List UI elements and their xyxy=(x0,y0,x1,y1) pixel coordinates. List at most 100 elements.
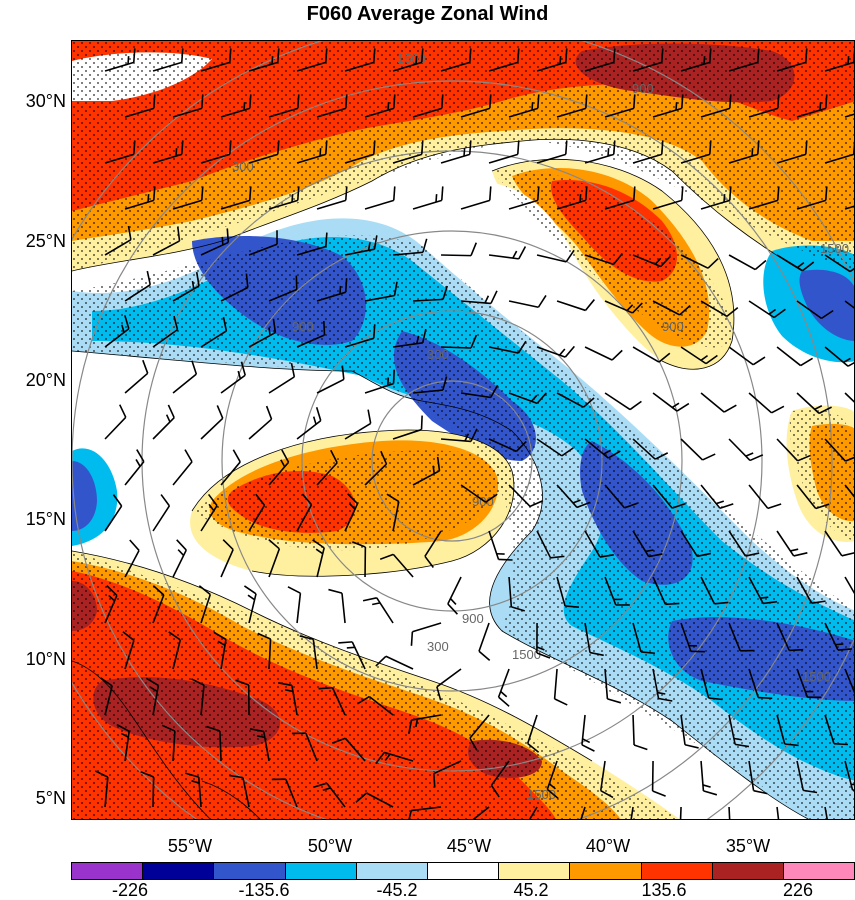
wind-barb xyxy=(844,668,854,694)
wind-barb xyxy=(296,48,328,72)
wind-barb xyxy=(328,588,346,624)
range-ring-2 xyxy=(301,310,603,612)
ring-labels: 300 900 1500 300 900 1500 900 300 900 1500 1500 150… xyxy=(232,51,849,802)
wind-barb xyxy=(824,48,854,72)
wind-barb xyxy=(728,714,750,748)
wind-barb xyxy=(508,94,540,118)
wind-barb xyxy=(200,48,232,72)
wind-barb xyxy=(316,186,348,210)
wind-barb xyxy=(268,186,300,210)
wind-barb xyxy=(776,48,808,72)
wind-barb xyxy=(700,300,739,318)
wind-barb xyxy=(355,792,394,808)
colorbar-swatch-6 xyxy=(499,863,571,879)
wind-barb xyxy=(172,539,187,578)
wind-barb xyxy=(824,140,854,164)
colorbar-label-0: -226 xyxy=(111,880,149,900)
wind-barb xyxy=(206,725,222,762)
wind-barb xyxy=(220,449,241,486)
wind-barb xyxy=(796,300,834,320)
wind-barb xyxy=(316,365,345,394)
wind-barb xyxy=(356,695,394,716)
fill-blue-core-ne-dark xyxy=(799,269,854,341)
wind-barb xyxy=(432,760,462,788)
wind-barb xyxy=(824,806,828,819)
wind-barb xyxy=(152,140,184,164)
stipple-overlay xyxy=(72,41,854,819)
wind-barb xyxy=(553,668,568,706)
wind-barb xyxy=(488,530,513,561)
wind-barb xyxy=(318,686,346,716)
wind-barb xyxy=(191,678,205,716)
wind-barb xyxy=(392,140,424,164)
wind-barb xyxy=(200,405,224,440)
wind-barb xyxy=(124,94,156,118)
wind-barb xyxy=(536,249,575,263)
wind-barb xyxy=(604,300,643,314)
wind-barb xyxy=(652,300,691,316)
wind-barb xyxy=(488,140,520,164)
wind-barb xyxy=(249,728,270,762)
wind-barb xyxy=(776,530,808,557)
wind-barb xyxy=(220,361,246,394)
wind-barb xyxy=(680,530,712,558)
wind-barb xyxy=(268,362,296,394)
wind-barb xyxy=(776,806,780,819)
wind-barb xyxy=(100,677,113,716)
wind-barb xyxy=(152,48,184,72)
colorbar-swatch-10 xyxy=(783,863,855,879)
wind-barb xyxy=(728,530,760,557)
wind-barb xyxy=(364,281,398,302)
wind-barb xyxy=(584,48,616,72)
wind-barb xyxy=(312,539,325,578)
wind-barb xyxy=(291,732,318,762)
ring-label-10: 1500 xyxy=(802,669,831,684)
wind-barb xyxy=(392,328,427,348)
wind-barb xyxy=(344,324,376,348)
wind-barb xyxy=(776,714,799,747)
wind-barb xyxy=(700,186,732,210)
wind-barb xyxy=(824,530,854,557)
wind-barb xyxy=(478,622,491,661)
wind-barb xyxy=(124,359,149,394)
wind-barb xyxy=(604,484,638,509)
wind-barb xyxy=(472,806,490,819)
wind-barb xyxy=(200,140,232,164)
wind-barb xyxy=(412,376,448,394)
wind-barb xyxy=(632,48,664,72)
wind-barb xyxy=(364,369,395,394)
wind-barb xyxy=(748,94,780,118)
wind-barb xyxy=(632,254,671,268)
wind-barb xyxy=(152,585,165,624)
wind-barb xyxy=(364,186,396,210)
colorbar-label-3: 45.2 xyxy=(513,880,549,900)
wind-barb xyxy=(680,140,712,164)
wind-barb xyxy=(488,48,520,72)
wind-barb xyxy=(152,226,181,256)
colorbar-label-4: 135.6 xyxy=(641,880,687,900)
wind-barb xyxy=(844,113,854,118)
wind-barb xyxy=(728,622,755,652)
wind-barb xyxy=(680,346,718,365)
wind-barb xyxy=(412,186,444,210)
ring-label-11: 1500 xyxy=(527,787,556,802)
wind-barb xyxy=(124,539,140,578)
wind-barb xyxy=(556,392,595,408)
wind-barb xyxy=(581,714,595,752)
wind-barb xyxy=(844,760,854,792)
wind-barb xyxy=(172,271,200,302)
colorbar-swatch-5 xyxy=(427,863,500,879)
wind-barb xyxy=(824,254,854,273)
colorbar xyxy=(71,862,855,880)
wind-barb xyxy=(94,770,109,808)
wind-barb xyxy=(652,576,680,606)
wind-barb xyxy=(104,404,127,440)
wind-barb xyxy=(344,493,359,532)
colorbar-swatch-3 xyxy=(285,863,357,879)
wind-barb xyxy=(748,186,780,210)
wind-barb xyxy=(296,493,313,532)
colorbar-label-5: 226 xyxy=(782,880,814,900)
colorbar-swatch-1 xyxy=(143,863,215,879)
wind-barb xyxy=(469,714,490,751)
ring-label-1: 900 xyxy=(472,494,494,509)
